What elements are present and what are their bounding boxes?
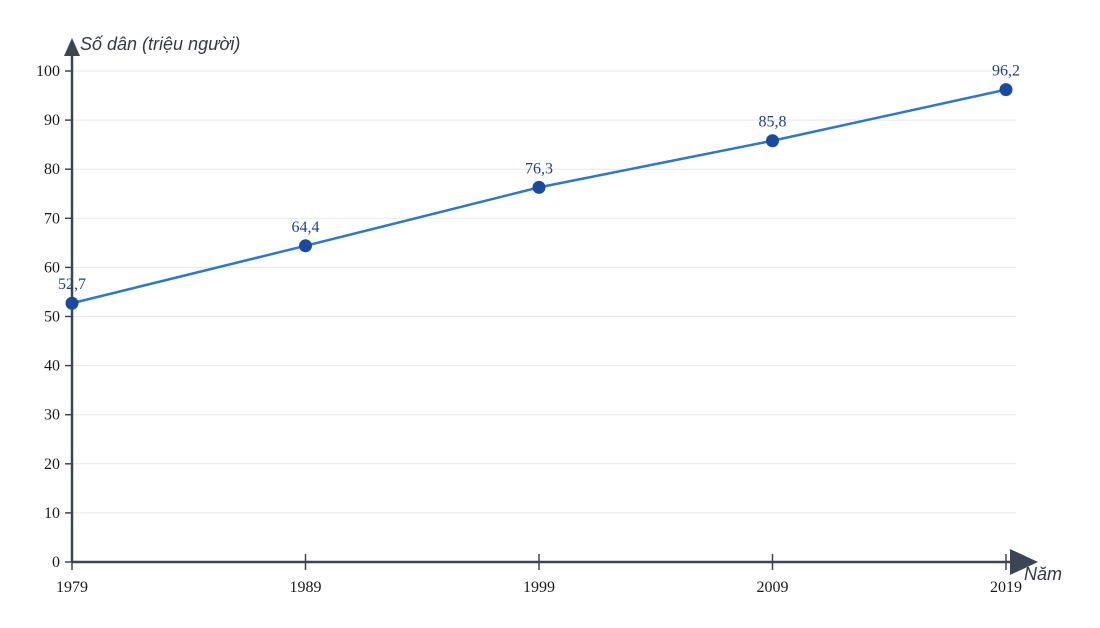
- x-tick-label: 1979: [56, 579, 88, 596]
- data-point: [532, 180, 546, 194]
- y-tick-label: 80: [44, 161, 60, 178]
- data-label: 64,4: [292, 219, 320, 236]
- data-point: [299, 239, 312, 253]
- data-label: 96,2: [992, 63, 1020, 80]
- series: 52,7 64,4 76,3 85,8 96,2: [58, 63, 1020, 310]
- data-point: [65, 296, 79, 310]
- x-ticks: 1979 1989 1999 2009 2019: [56, 554, 1022, 596]
- y-tick-label: 50: [44, 309, 60, 326]
- y-tick-label: 40: [44, 358, 60, 375]
- y-tick-label: 0: [52, 554, 60, 571]
- data-point: [766, 134, 779, 148]
- axes: [64, 38, 1038, 575]
- x-tick-label: 1989: [290, 579, 322, 596]
- y-tick-label: 90: [44, 112, 60, 129]
- y-tick-label: 60: [44, 259, 60, 276]
- y-tick-label: 30: [44, 407, 60, 424]
- series-line: [71, 88, 1007, 305]
- data-point: [999, 83, 1013, 97]
- data-label: 85,8: [759, 114, 787, 131]
- data-label: 52,7: [58, 276, 86, 293]
- x-tick-label: 2009: [757, 579, 789, 596]
- y-tick-label: 70: [44, 210, 60, 227]
- x-axis-arrow: [1010, 549, 1038, 575]
- y-tick-label: 10: [44, 505, 60, 522]
- y-tick-label: 100: [36, 63, 60, 80]
- y-axis-arrow: [64, 38, 80, 56]
- x-axis-title: Năm: [1024, 564, 1062, 584]
- gridlines: [72, 70, 1016, 514]
- x-tick-label: 2019: [990, 579, 1022, 596]
- y-ticks: 0 10 20 30 40 50 60 70 80 90 100: [36, 63, 72, 571]
- y-tick-label: 20: [44, 456, 60, 473]
- data-label: 76,3: [525, 160, 553, 177]
- y-axis-title: Số dân (triệu người): [80, 34, 240, 54]
- x-tick-label: 1999: [523, 579, 555, 596]
